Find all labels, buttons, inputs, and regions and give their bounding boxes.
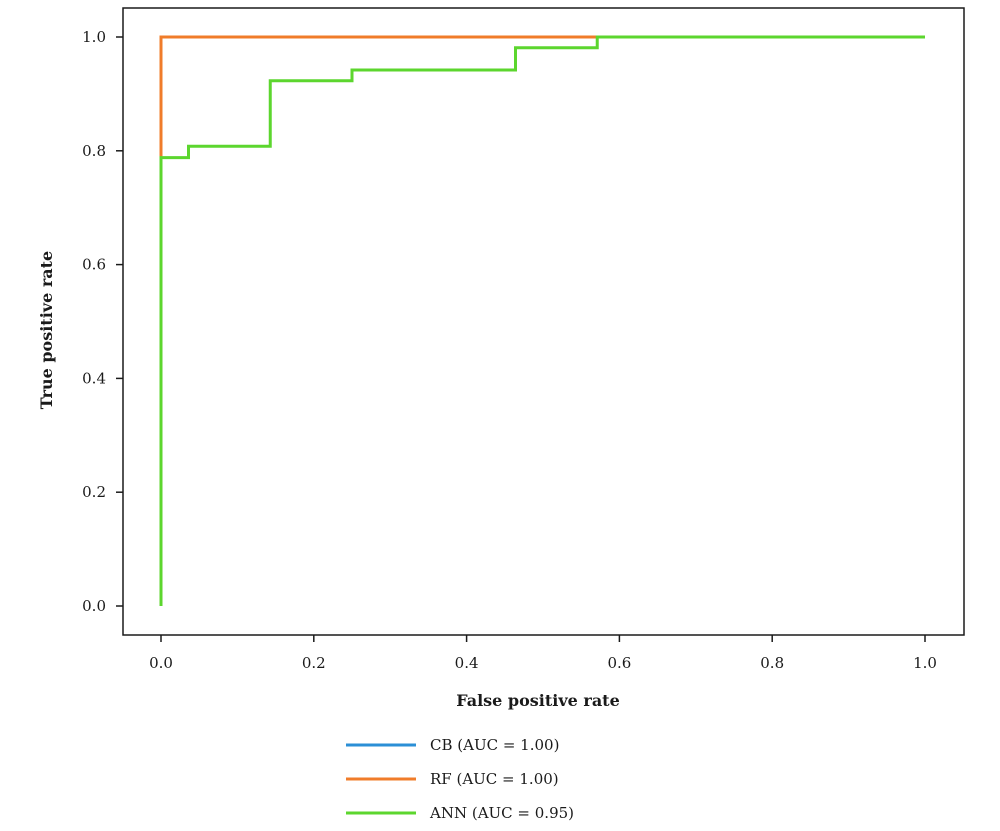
plot-frame	[122, 7, 965, 636]
x-axis: 0.0 0.2 0.4 0.6 0.8 1.0	[149, 635, 937, 672]
series-layer	[159, 35, 925, 606]
x-tick-label: 0.2	[302, 654, 326, 672]
series-line-1	[159, 35, 598, 157]
x-tick-label: 0.4	[455, 654, 479, 672]
y-tick-label: 0.4	[82, 369, 106, 387]
x-tick-label: 0.8	[760, 654, 784, 672]
y-tick-label: 0.0	[82, 597, 106, 615]
legend-label: ANN (AUC = 0.95)	[429, 804, 574, 822]
legend: CB (AUC = 1.00) RF (AUC = 1.00) ANN (AUC =…	[346, 736, 574, 822]
y-tick-label: 0.2	[82, 483, 106, 501]
legend-label: CB (AUC = 1.00)	[430, 736, 559, 754]
y-tick-label: 0.8	[82, 142, 106, 160]
y-tick-label: 1.0	[82, 28, 106, 46]
x-tick-label: 1.0	[913, 654, 937, 672]
series-line-0	[159, 35, 925, 606]
legend-label: RF (AUC = 1.00)	[430, 770, 559, 788]
x-tick-label: 0.6	[607, 654, 631, 672]
y-axis-title: True positive rate	[37, 251, 56, 409]
series-line-2	[159, 35, 925, 606]
x-axis-title: False positive rate	[456, 691, 620, 710]
y-tick-label: 0.6	[82, 256, 106, 274]
y-axis: 0.0 0.2 0.4 0.6 0.8 1.0	[82, 28, 123, 615]
x-tick-label: 0.0	[149, 654, 173, 672]
